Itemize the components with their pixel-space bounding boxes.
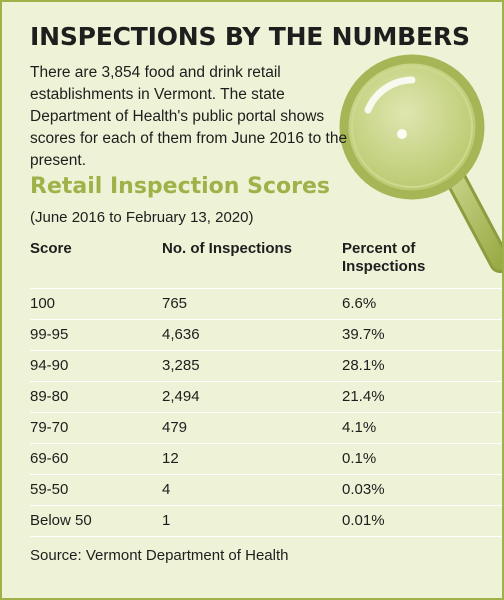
- cell-percent: 6.6%: [342, 295, 377, 312]
- column-header-percent: Percent of Inspections: [342, 240, 425, 276]
- cell-percent: 0.1%: [342, 450, 377, 467]
- cell-score: 99-95: [30, 326, 69, 343]
- table-row: 79-70 479 4.1%: [30, 413, 502, 444]
- cell-percent: 4.1%: [342, 419, 377, 436]
- table-row: 94-90 3,285 28.1%: [30, 351, 502, 382]
- table-title: Retail Inspection Scores: [30, 174, 330, 199]
- table-row: Below 50 1 0.01%: [30, 506, 502, 537]
- cell-count: 479: [162, 419, 188, 436]
- cell-count: 12: [162, 450, 179, 467]
- source-note: Source: Vermont Department of Health: [30, 547, 289, 564]
- cell-percent: 0.01%: [342, 512, 385, 529]
- cell-score: 69-60: [30, 450, 69, 467]
- cell-percent: 21.4%: [342, 388, 385, 405]
- cell-score: 94-90: [30, 357, 69, 374]
- magnifying-glass-icon: [339, 54, 502, 273]
- cell-score: 100: [30, 295, 56, 312]
- table-row: 69-60 12 0.1%: [30, 444, 502, 475]
- column-header-percent-line2: Inspections: [342, 258, 426, 275]
- cell-percent: 28.1%: [342, 357, 385, 374]
- cell-percent: 0.03%: [342, 481, 385, 498]
- column-header-percent-line1: Percent of: [342, 240, 416, 257]
- intro-paragraph: There are 3,854 food and drink retail es…: [30, 64, 348, 169]
- table-row: 100 765 6.6%: [30, 288, 502, 320]
- cell-score: 89-80: [30, 388, 69, 405]
- table-row: 59-50 4 0.03%: [30, 475, 502, 506]
- cell-score: 79-70: [30, 419, 69, 436]
- cell-count: 4: [162, 481, 171, 498]
- table-row: 89-80 2,494 21.4%: [30, 382, 502, 413]
- cell-score: Below 50: [30, 512, 92, 529]
- cell-percent: 39.7%: [342, 326, 385, 343]
- scores-table: 100 765 6.6% 99-95 4,636 39.7% 94-90 3,2…: [30, 288, 502, 537]
- cell-count: 4,636: [162, 326, 200, 343]
- column-header-count: No. of Inspections: [162, 240, 293, 257]
- cell-count: 1: [162, 512, 171, 529]
- column-header-score: Score: [30, 240, 72, 257]
- date-range: (June 2016 to February 13, 2020): [30, 209, 254, 226]
- headline: INSPECTIONS BY THE NUMBERS: [30, 22, 470, 51]
- cell-count: 2,494: [162, 388, 200, 405]
- cell-count: 3,285: [162, 357, 200, 374]
- table-row: 99-95 4,636 39.7%: [30, 320, 502, 351]
- cell-score: 59-50: [30, 481, 69, 498]
- cell-count: 765: [162, 295, 188, 312]
